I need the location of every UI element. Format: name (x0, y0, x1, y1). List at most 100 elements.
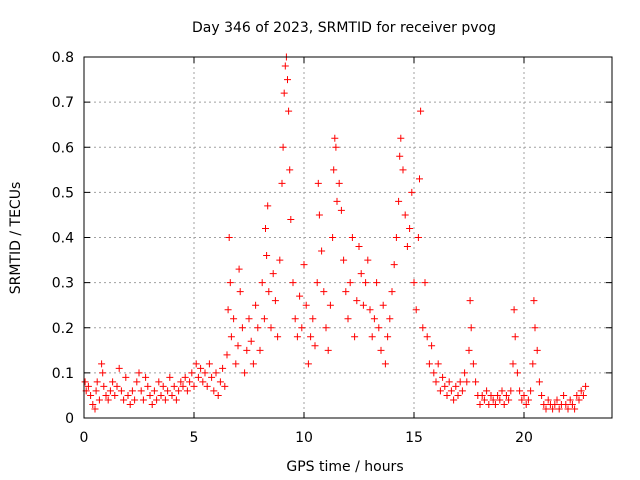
data-point (194, 373, 202, 381)
data-point (381, 360, 389, 368)
data-point (366, 306, 374, 314)
data-point (159, 382, 167, 390)
data-point (81, 378, 89, 386)
data-point (168, 391, 176, 399)
data-point (106, 387, 114, 395)
data-point (465, 346, 473, 354)
data-point (93, 378, 101, 386)
data-point (324, 346, 332, 354)
data-point (575, 396, 583, 404)
data-point (450, 396, 458, 404)
data-point (192, 360, 200, 368)
data-point (89, 400, 97, 408)
data-point (414, 234, 422, 241)
data-point (320, 288, 328, 296)
data-point (531, 324, 539, 332)
data-point (452, 382, 460, 390)
data-point (498, 387, 506, 395)
data-point (199, 378, 207, 386)
data-point (419, 324, 427, 332)
data-point (124, 391, 132, 399)
data-point (236, 288, 244, 296)
data-point (434, 360, 442, 368)
data-point (265, 288, 273, 296)
data-point (582, 382, 590, 390)
data-point (153, 396, 161, 404)
y-tick-label: 0.6 (52, 140, 74, 156)
chart-title: Day 346 of 2023, SRMTID for receiver pvo… (192, 20, 496, 36)
data-point (330, 166, 338, 174)
data-point (137, 387, 145, 395)
data-point (281, 62, 289, 70)
data-point (232, 360, 240, 368)
data-point (227, 333, 235, 341)
data-point (344, 315, 352, 323)
data-point (399, 166, 407, 174)
data-point (454, 391, 462, 399)
data-point (291, 315, 299, 323)
data-point (161, 396, 169, 404)
data-point (126, 400, 134, 408)
y-tick-label: 0.4 (52, 231, 74, 247)
data-point (300, 261, 308, 269)
data-point (555, 405, 563, 413)
data-point (271, 297, 279, 305)
data-point (223, 351, 231, 359)
data-point (333, 197, 341, 205)
data-point (395, 197, 403, 205)
data-point (423, 333, 431, 341)
grid-lines (84, 57, 612, 418)
data-point (269, 270, 277, 278)
data-point (432, 378, 440, 386)
data-point (221, 382, 229, 390)
data-point (408, 188, 416, 196)
data-point (392, 234, 400, 241)
data-point (262, 224, 269, 232)
data-point (463, 378, 471, 386)
data-point (313, 279, 321, 287)
data-point (430, 369, 438, 377)
data-point (98, 360, 106, 368)
data-point (342, 288, 350, 296)
data-point (568, 400, 576, 408)
y-tick-labels: 0 0.1 0.2 0.3 0.4 0.5 0.6 0.7 0.8 (52, 50, 74, 427)
data-point (513, 369, 521, 377)
data-point (287, 215, 295, 223)
data-point (439, 373, 447, 381)
data-point (278, 179, 286, 187)
data-point (535, 378, 543, 386)
data-point (379, 301, 387, 309)
data-point (146, 391, 154, 399)
data-point (355, 243, 363, 251)
data-point (296, 292, 304, 300)
x-tick-label: 15 (405, 430, 423, 446)
y-tick-label: 0.2 (52, 321, 74, 337)
data-point (573, 391, 581, 399)
data-point (359, 301, 367, 309)
x-tick-label: 0 (80, 430, 89, 446)
data-point (311, 342, 319, 350)
data-point (571, 405, 579, 413)
data-point (529, 360, 537, 368)
data-point (274, 333, 282, 341)
data-point (511, 333, 519, 341)
data-point (109, 378, 117, 386)
data-point (335, 179, 343, 187)
data-points (81, 53, 590, 413)
data-point (549, 405, 557, 413)
x-axis-title: GPS time / hours (286, 459, 403, 475)
data-point (507, 387, 515, 395)
data-point (436, 387, 444, 395)
data-point (530, 297, 538, 305)
data-point (348, 234, 356, 241)
data-point (469, 360, 477, 368)
data-point (197, 364, 205, 372)
data-point (155, 378, 163, 386)
data-point (500, 400, 508, 408)
data-point (351, 333, 359, 341)
data-point (144, 382, 152, 390)
data-point (252, 301, 260, 309)
data-point (524, 396, 532, 404)
data-point (264, 202, 272, 210)
